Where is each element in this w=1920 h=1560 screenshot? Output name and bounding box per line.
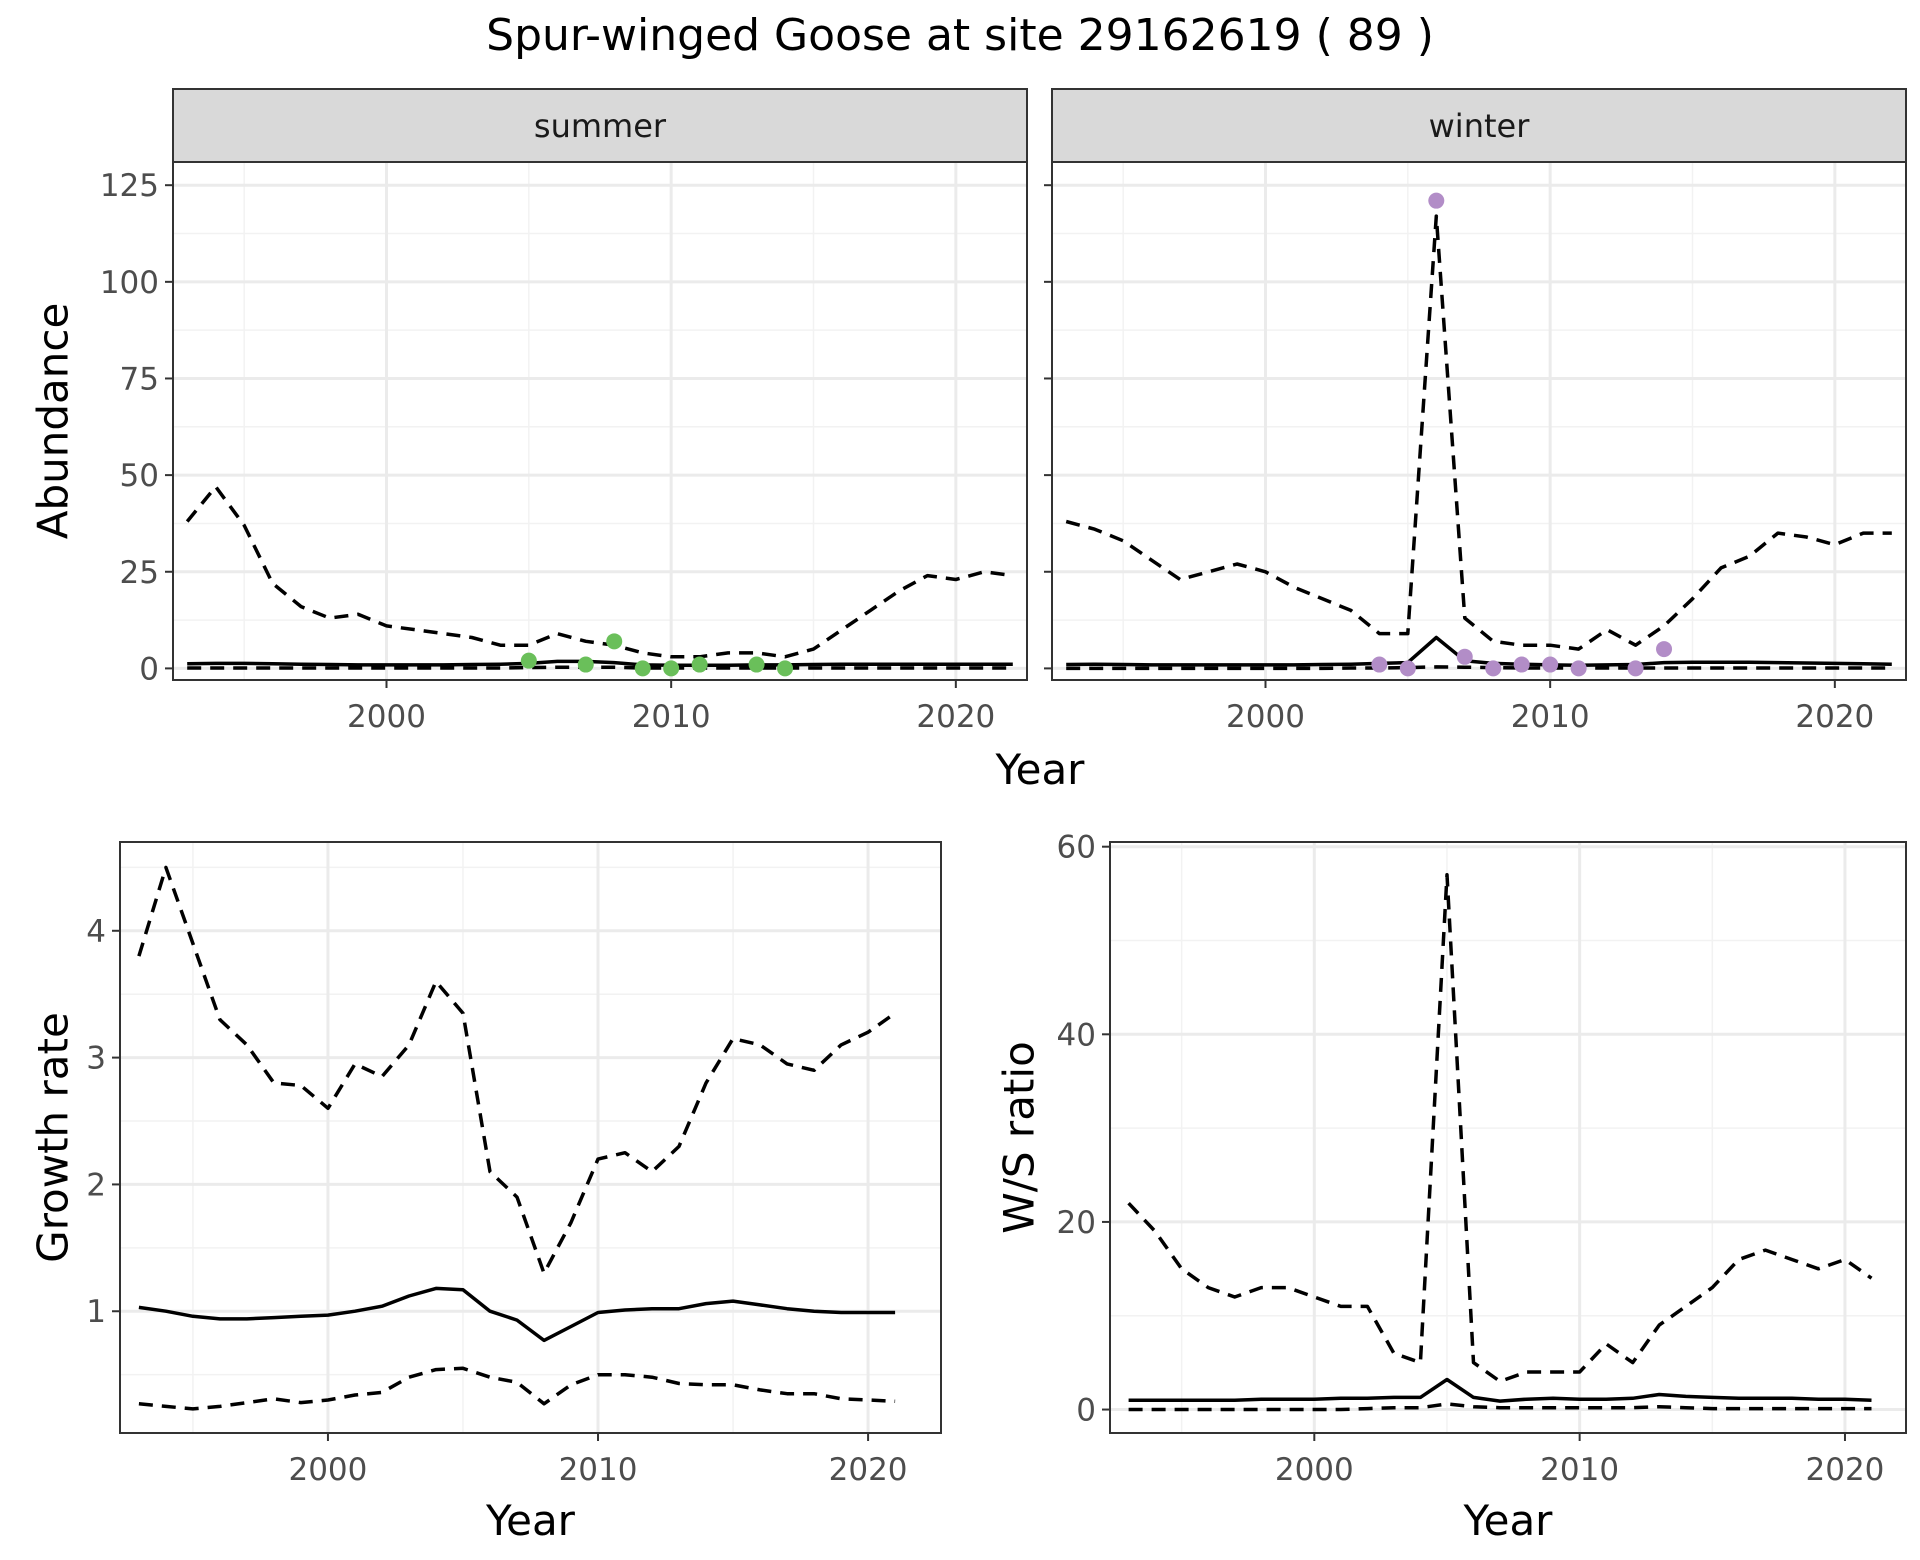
facet-x-axis-title: Year [995, 745, 1086, 794]
panel-border [1051, 161, 1907, 681]
observed-point [1627, 660, 1644, 677]
x-tick-label: 2010 [1540, 1452, 1619, 1488]
y-tick-label: 60 [1057, 830, 1096, 866]
observed-point [1656, 641, 1673, 658]
y-tick-label: 100 [100, 265, 159, 301]
y-tick-label: 75 [120, 361, 159, 397]
panel-border [172, 161, 1028, 681]
figure-title: Spur-winged Goose at site 29162619 ( 89 … [486, 10, 1434, 61]
x-tick-label: 2010 [559, 1452, 638, 1488]
observed-point [691, 656, 708, 673]
y-tick-label: 50 [120, 458, 159, 494]
observed-point [1428, 192, 1445, 209]
ci-line-1 [137, 865, 897, 1275]
facet-strip-label: summer [534, 107, 667, 145]
observed-point [748, 656, 765, 673]
facet-strip [172, 88, 1028, 163]
x-tick-label: 2010 [1511, 699, 1590, 735]
panel-border [1109, 841, 1907, 1434]
estimate-line-0 [1128, 1377, 1872, 1403]
estimate-line-0 [138, 1286, 896, 1343]
y-tick-label: 4 [86, 914, 106, 950]
panel-ws-ratio: 2000 2010 2020 0 20 40 60 W/S ratio Year [995, 830, 1907, 1545]
observed-point [1371, 656, 1388, 673]
observed-point [1570, 660, 1587, 677]
y-tick-label: 125 [100, 168, 159, 204]
observed-point [606, 633, 623, 650]
observed-point [1542, 656, 1559, 673]
y-tick-label: 3 [86, 1041, 106, 1077]
x-tick-label: 2000 [288, 1452, 367, 1488]
panel-abundance-winter: winter 2000 2010 2020 [1044, 88, 1907, 735]
facet-strip [1051, 88, 1907, 163]
x-tick-label: 2000 [1226, 699, 1305, 735]
facet-strip-label: winter [1429, 107, 1531, 145]
ci-line-1 [1127, 873, 1873, 1384]
panel-abundance-summer: summer 2000 2010 2020 0 25 50 75 100 125 Abundance [29, 88, 1028, 735]
ci-line-2 [138, 1366, 896, 1411]
observed-point [663, 660, 680, 677]
x-tick-label: 2010 [632, 699, 711, 735]
observed-point [1513, 656, 1530, 673]
x-axis-title: Year [1463, 1496, 1554, 1545]
x-tick-label: 2000 [1275, 1452, 1354, 1488]
y-tick-label: 1 [86, 1294, 106, 1330]
x-tick-label: 2000 [347, 699, 426, 735]
estimate-line-0 [1066, 635, 1892, 668]
observed-point [1485, 660, 1502, 677]
observed-point [777, 660, 794, 677]
y-tick-label: 0 [1076, 1393, 1096, 1429]
observed-point [634, 660, 651, 677]
y-tick-label: 20 [1057, 1205, 1096, 1241]
estimate-line-0 [187, 659, 1013, 668]
x-tick-label: 2020 [916, 699, 995, 735]
y-tick-label: 25 [120, 555, 159, 591]
x-tick-label: 2020 [1806, 1452, 1885, 1488]
observed-point [577, 656, 594, 673]
observed-point [1399, 660, 1416, 677]
panel-growth-rate: 2000 2010 2020 1 2 3 4 Growth rate Year [29, 841, 942, 1545]
y-tick-label: 2 [86, 1167, 106, 1203]
x-axis-title: Year [485, 1496, 576, 1545]
observed-point [1456, 648, 1473, 665]
y-tick-label: 40 [1057, 1017, 1096, 1053]
x-tick-label: 2020 [829, 1452, 908, 1488]
y-axis-title: Abundance [29, 303, 78, 540]
observed-point [520, 652, 537, 669]
y-tick-label: 0 [139, 651, 159, 687]
panel-border [119, 841, 942, 1434]
ci-line-1 [185, 484, 1014, 659]
y-axis-title: Growth rate [29, 1012, 78, 1263]
x-tick-label: 2020 [1795, 699, 1874, 735]
ci-line-2 [1128, 1402, 1872, 1412]
y-axis-title: W/S ratio [995, 1041, 1044, 1234]
